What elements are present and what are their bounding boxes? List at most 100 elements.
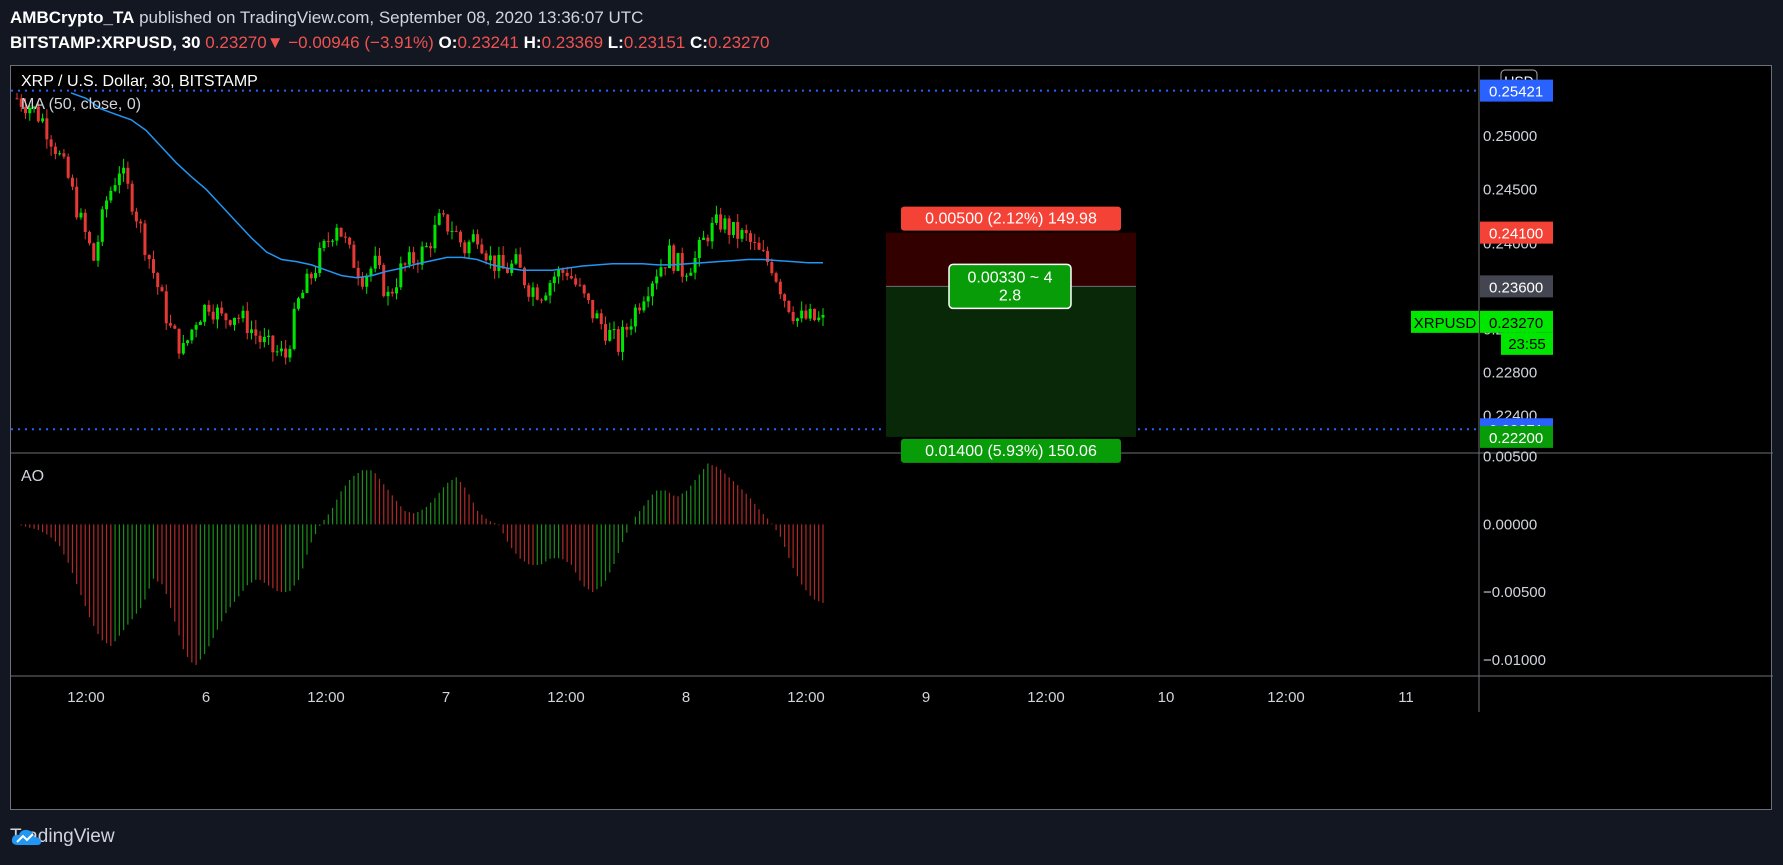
last-price: 0.23270 [205,33,267,52]
candle-body [386,291,390,297]
candle-body [463,242,467,254]
risk-reward-line1: 0.00330 ~ 4 [968,269,1053,286]
time-tick-label: 12:00 [1267,689,1305,706]
candle-body [663,267,667,269]
candle-body [41,118,45,122]
candle-body [403,263,407,265]
candle-body [582,285,586,294]
candle-body [429,246,433,249]
candle-body [612,329,616,331]
take-profit-label-bg [901,438,1121,463]
candle-body [143,223,147,256]
ma-line [70,92,823,279]
symbol-interval: BITSTAMP:XRPUSD, 30 [10,33,201,52]
ao-tick-label: 0.00500 [1483,449,1537,466]
high-value: 0.23369 [541,33,604,52]
candle-body [169,323,173,326]
candle-body [292,308,296,349]
candle-body [335,227,339,241]
candle-body [437,213,441,225]
candle-body [702,237,706,240]
ao-tick-label: −0.01000 [1483,652,1546,669]
candle-body [412,252,416,264]
candle-body [753,241,757,243]
time-tick-label: 12:00 [787,689,825,706]
candle-body [258,335,262,343]
candle-body [497,254,501,271]
candle-body [595,313,599,319]
candle-body [62,153,66,157]
price-tick-label: 0.24500 [1483,182,1537,199]
candle-body [552,276,556,284]
candle-body [693,257,697,273]
price-change: −0.00946 (−3.91%) [288,33,434,52]
candle-body [697,239,701,258]
candle-body [727,218,731,235]
candle-body [232,317,236,325]
candle-body [66,156,70,178]
open-value: 0.23241 [457,33,519,52]
candle-body [714,214,718,223]
candle-body [484,253,488,261]
candle-body [433,224,437,249]
price-label-upper-line: 0.25421 [1489,84,1543,101]
price-tick-label: 0.25000 [1483,128,1537,145]
candle-body [599,313,603,325]
candle-body [505,268,509,273]
candle-body [621,326,625,352]
candle-body [237,317,241,319]
candle-body [322,240,326,249]
candle-body [275,351,279,353]
candle-body [569,276,573,279]
candle-body [126,167,130,184]
candle-body [92,243,96,261]
candle-body [301,292,305,299]
candle-body [356,267,360,278]
candle-body [32,106,36,108]
candle-body [284,348,288,358]
candle-body [262,336,266,343]
candle-body [761,249,765,251]
candle-body [544,295,548,301]
chart-canvas[interactable]: 0.00500 (2.12%) 149.98 0.01400 (5.93%) 15… [11,66,1773,811]
candle-body [254,329,258,336]
footer-brand[interactable]: TradingView [10,826,115,848]
stop-loss-label-bg [901,206,1121,231]
candle-body [156,273,160,288]
candle-body [476,234,480,245]
candle-body [369,268,373,276]
price-label-entry-bg [1480,275,1553,298]
candle-body [100,209,104,242]
candle-body [117,173,121,186]
author-name[interactable]: AMBCrypto_TA [10,8,135,27]
candle-body [774,273,778,282]
candle-body [706,237,710,242]
symbol-tag-bg [1411,310,1479,333]
candle-body [15,98,19,100]
candle-body [194,325,198,330]
candle-body [535,287,539,300]
candle-body [45,118,49,140]
candle-body [454,230,458,232]
candle-body [548,283,552,296]
symbol-tag-label: XRPUSD [1414,315,1477,332]
candle-body [377,255,381,266]
candle-body [650,283,654,297]
candle-body [561,269,565,273]
candle-body [250,329,254,333]
time-tick-label: 12:00 [1027,689,1065,706]
chart-area[interactable]: 0.00500 (2.12%) 149.98 0.01400 (5.93%) 15… [10,65,1773,811]
candle-body [49,139,53,147]
candle-body [804,310,808,319]
candle-body [28,107,32,114]
candle-body [352,244,356,268]
candle-body [441,213,445,215]
candle-body [309,273,313,279]
candle-body [625,326,629,330]
candle-body [655,276,659,284]
candle-body [318,248,322,273]
ao-indicator-label: AO [21,468,44,485]
candle-body [279,348,283,352]
candle-body [817,317,821,321]
ao-tick-label: −0.00500 [1483,584,1546,601]
